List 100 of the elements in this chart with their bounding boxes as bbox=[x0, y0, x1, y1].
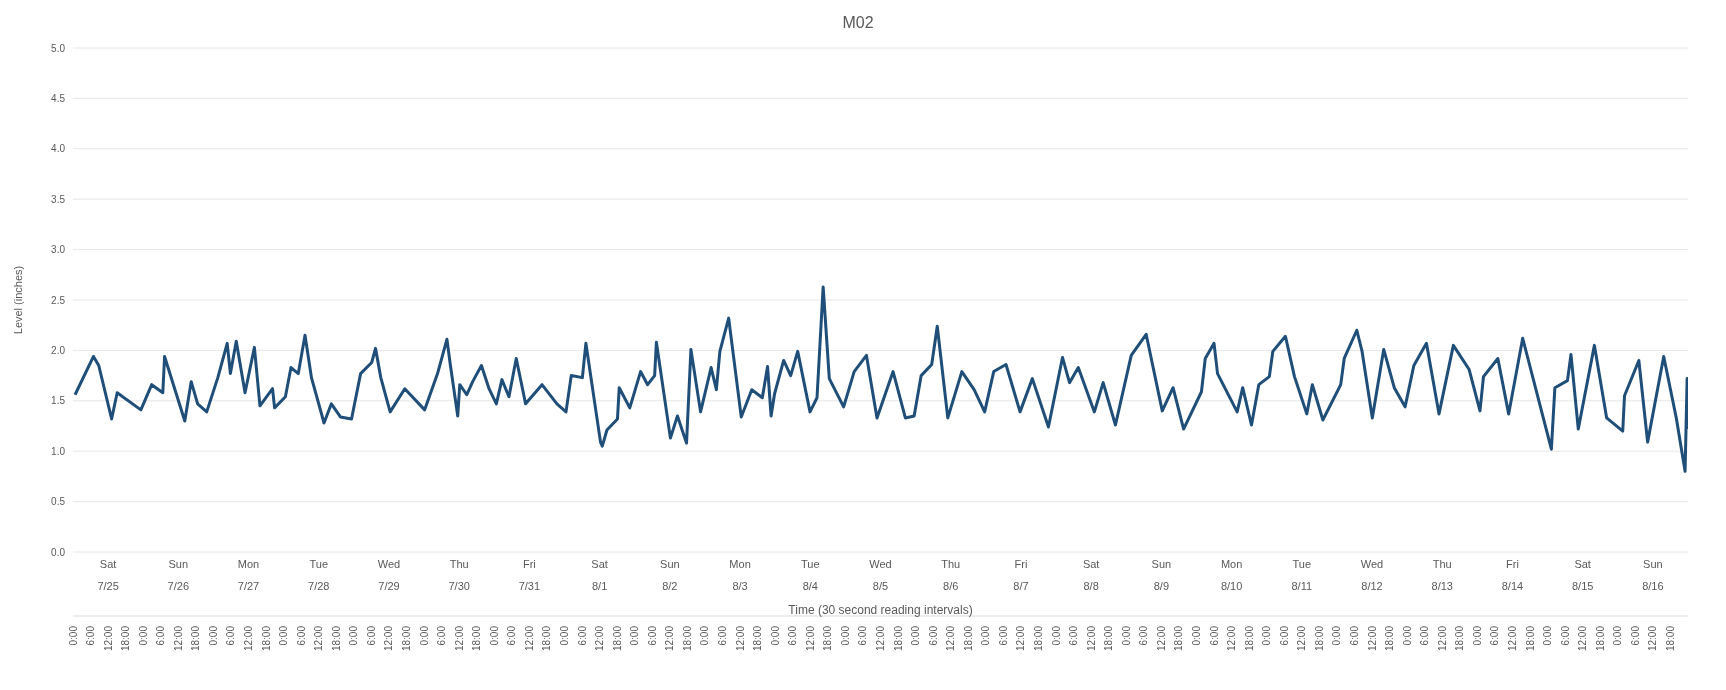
y-axis-title: Level (inches) bbox=[11, 265, 24, 335]
x-tick-label: 0:00 bbox=[769, 625, 781, 646]
x-tick-label: 12:00 bbox=[243, 625, 255, 652]
x-tick-label: 6:00 bbox=[997, 625, 1009, 646]
x-tick-label: 18:00 bbox=[401, 625, 413, 652]
x-tick-label: 6:00 bbox=[927, 625, 939, 646]
x-tick-label: 12:00 bbox=[875, 625, 886, 652]
x-tick-label: 6:00 bbox=[1068, 625, 1080, 646]
x-tick-label: 18:00 bbox=[892, 625, 904, 652]
x2-tick-label: 8/6 bbox=[943, 579, 959, 592]
x2-tick-label: 7/29 bbox=[378, 579, 400, 592]
x2-tick-label: 8/4 bbox=[802, 579, 818, 592]
text: Thu bbox=[449, 557, 469, 570]
x2-tick-label: 7/31 bbox=[518, 579, 541, 592]
text: Thu bbox=[1432, 557, 1452, 570]
x-tick-label: 6:00 bbox=[646, 625, 658, 646]
x-tick-label: 18:00 bbox=[1454, 625, 1466, 652]
x-tick-label: 6:00 bbox=[85, 625, 97, 646]
text: Fri bbox=[1506, 557, 1519, 570]
x-tick-label: 18:00 bbox=[260, 625, 272, 652]
x-tick-label: 18:00 bbox=[681, 625, 693, 652]
x-tick-label: 12:00 bbox=[945, 625, 957, 652]
x2-tick-label: 8/1 bbox=[591, 579, 608, 592]
x-tick-label: 6:00 bbox=[1138, 625, 1150, 646]
x-tick-label: 18:00 bbox=[330, 625, 342, 652]
x-tick-label: 18:00 bbox=[1032, 625, 1044, 652]
x-tick-label: 12:00 bbox=[734, 625, 746, 652]
text: Sun bbox=[1151, 557, 1172, 570]
text: Fri bbox=[523, 557, 536, 570]
x-tick-label: 12:00 bbox=[172, 625, 184, 652]
x-tick-label: 12:00 bbox=[1577, 625, 1589, 652]
x-tick-label: 18:00 bbox=[120, 625, 132, 652]
x-tick-label: 12:00 bbox=[313, 625, 325, 652]
x-axis-title: Time (30 second reading intervals) bbox=[788, 603, 973, 617]
x-tick-label: 18:00 bbox=[541, 625, 553, 652]
x-tick-label: 18:00 bbox=[1103, 625, 1115, 652]
text: Tue bbox=[801, 557, 820, 570]
x-tick-label: 18:00 bbox=[1594, 625, 1606, 652]
x-tick-label: 18:00 bbox=[1173, 625, 1185, 652]
x-tick-label: 18:00 bbox=[1313, 625, 1325, 652]
x-tick-label: 12:00 bbox=[1506, 625, 1518, 652]
x-tick-label: 0:00 bbox=[488, 625, 500, 646]
x2-tick-label: 8/8 bbox=[1083, 579, 1099, 592]
text: Mon bbox=[1220, 557, 1243, 570]
text: Wed bbox=[377, 557, 401, 570]
text: Sat bbox=[1574, 557, 1591, 570]
x-tick-label: 0:00 bbox=[839, 625, 851, 646]
x-tick-label: 0:00 bbox=[559, 625, 571, 646]
x-tick-label: 12:00 bbox=[804, 625, 816, 652]
y-tick-label: 3.5 bbox=[51, 193, 66, 205]
x-tick-label: 0:00 bbox=[137, 625, 149, 646]
x-tick-label: 0:00 bbox=[1190, 625, 1202, 646]
x-tick-label: 6:00 bbox=[857, 625, 869, 646]
text: Sun bbox=[1643, 557, 1663, 570]
x-tick-label: 0:00 bbox=[1542, 625, 1554, 646]
x-tick-label: 6:00 bbox=[1208, 625, 1220, 646]
text: Wed bbox=[869, 557, 892, 570]
x2-tick-label: 7/25 bbox=[97, 579, 119, 592]
x-tick-label: 12:00 bbox=[1155, 625, 1167, 652]
x-tick-label: 6:00 bbox=[576, 625, 588, 646]
x-tick-label: 12:00 bbox=[383, 625, 395, 652]
x2-tick-label: 7/28 bbox=[308, 579, 330, 592]
x-tick-label: 6:00 bbox=[295, 625, 307, 646]
text: Sat bbox=[591, 557, 608, 570]
x-tick-label: 0:00 bbox=[1401, 625, 1413, 646]
x-tick-label: 0:00 bbox=[278, 625, 290, 646]
x-tick-label: 0:00 bbox=[910, 625, 922, 646]
y-tick-label: 0.0 bbox=[51, 546, 66, 558]
x-tick-label: 6:00 bbox=[155, 625, 167, 646]
x-tick-label: 0:00 bbox=[207, 625, 219, 646]
x2-tick-label: 8/2 bbox=[662, 579, 678, 592]
x-tick-label: 6:00 bbox=[1629, 625, 1641, 646]
text: Wed bbox=[1360, 557, 1384, 570]
x2-tick-label: 8/15 bbox=[1571, 579, 1594, 592]
y-tick-label: 1.0 bbox=[51, 445, 66, 457]
text: Thu bbox=[941, 557, 961, 570]
x-tick-label: 12:00 bbox=[594, 625, 606, 652]
x-tick-label: 0:00 bbox=[1471, 625, 1483, 646]
x2-tick-label: 8/7 bbox=[1013, 579, 1029, 592]
x-tick-label: 6:00 bbox=[1419, 625, 1431, 646]
x-tick-label: 12:00 bbox=[1366, 625, 1378, 652]
x-tick-label: 18:00 bbox=[611, 625, 623, 652]
x2-tick-label: 7/30 bbox=[448, 579, 470, 592]
x2-tick-label: 8/11 bbox=[1291, 579, 1313, 592]
x-tick-label: 6:00 bbox=[1559, 625, 1571, 646]
x-tick-label: 0:00 bbox=[1050, 625, 1062, 646]
x-tick-label: 12:00 bbox=[1296, 625, 1308, 652]
x2-tick-label: 8/14 bbox=[1501, 579, 1524, 592]
x-tick-label: 18:00 bbox=[752, 625, 764, 652]
y-tick-label: 2.5 bbox=[51, 294, 66, 306]
x2-tick-label: 8/16 bbox=[1642, 579, 1664, 592]
x2-tick-label: 8/13 bbox=[1431, 579, 1453, 592]
x-tick-label: 18:00 bbox=[1384, 625, 1396, 652]
text: Sun bbox=[168, 557, 189, 570]
x-tick-label: 6:00 bbox=[787, 625, 799, 646]
x-tick-label: 0:00 bbox=[699, 625, 711, 646]
x-tick-label: 0:00 bbox=[67, 625, 79, 646]
x-tick-label: 6:00 bbox=[1489, 625, 1501, 646]
y-tick-label: 2.0 bbox=[51, 344, 66, 356]
y-tick-label: 4.5 bbox=[51, 92, 66, 104]
